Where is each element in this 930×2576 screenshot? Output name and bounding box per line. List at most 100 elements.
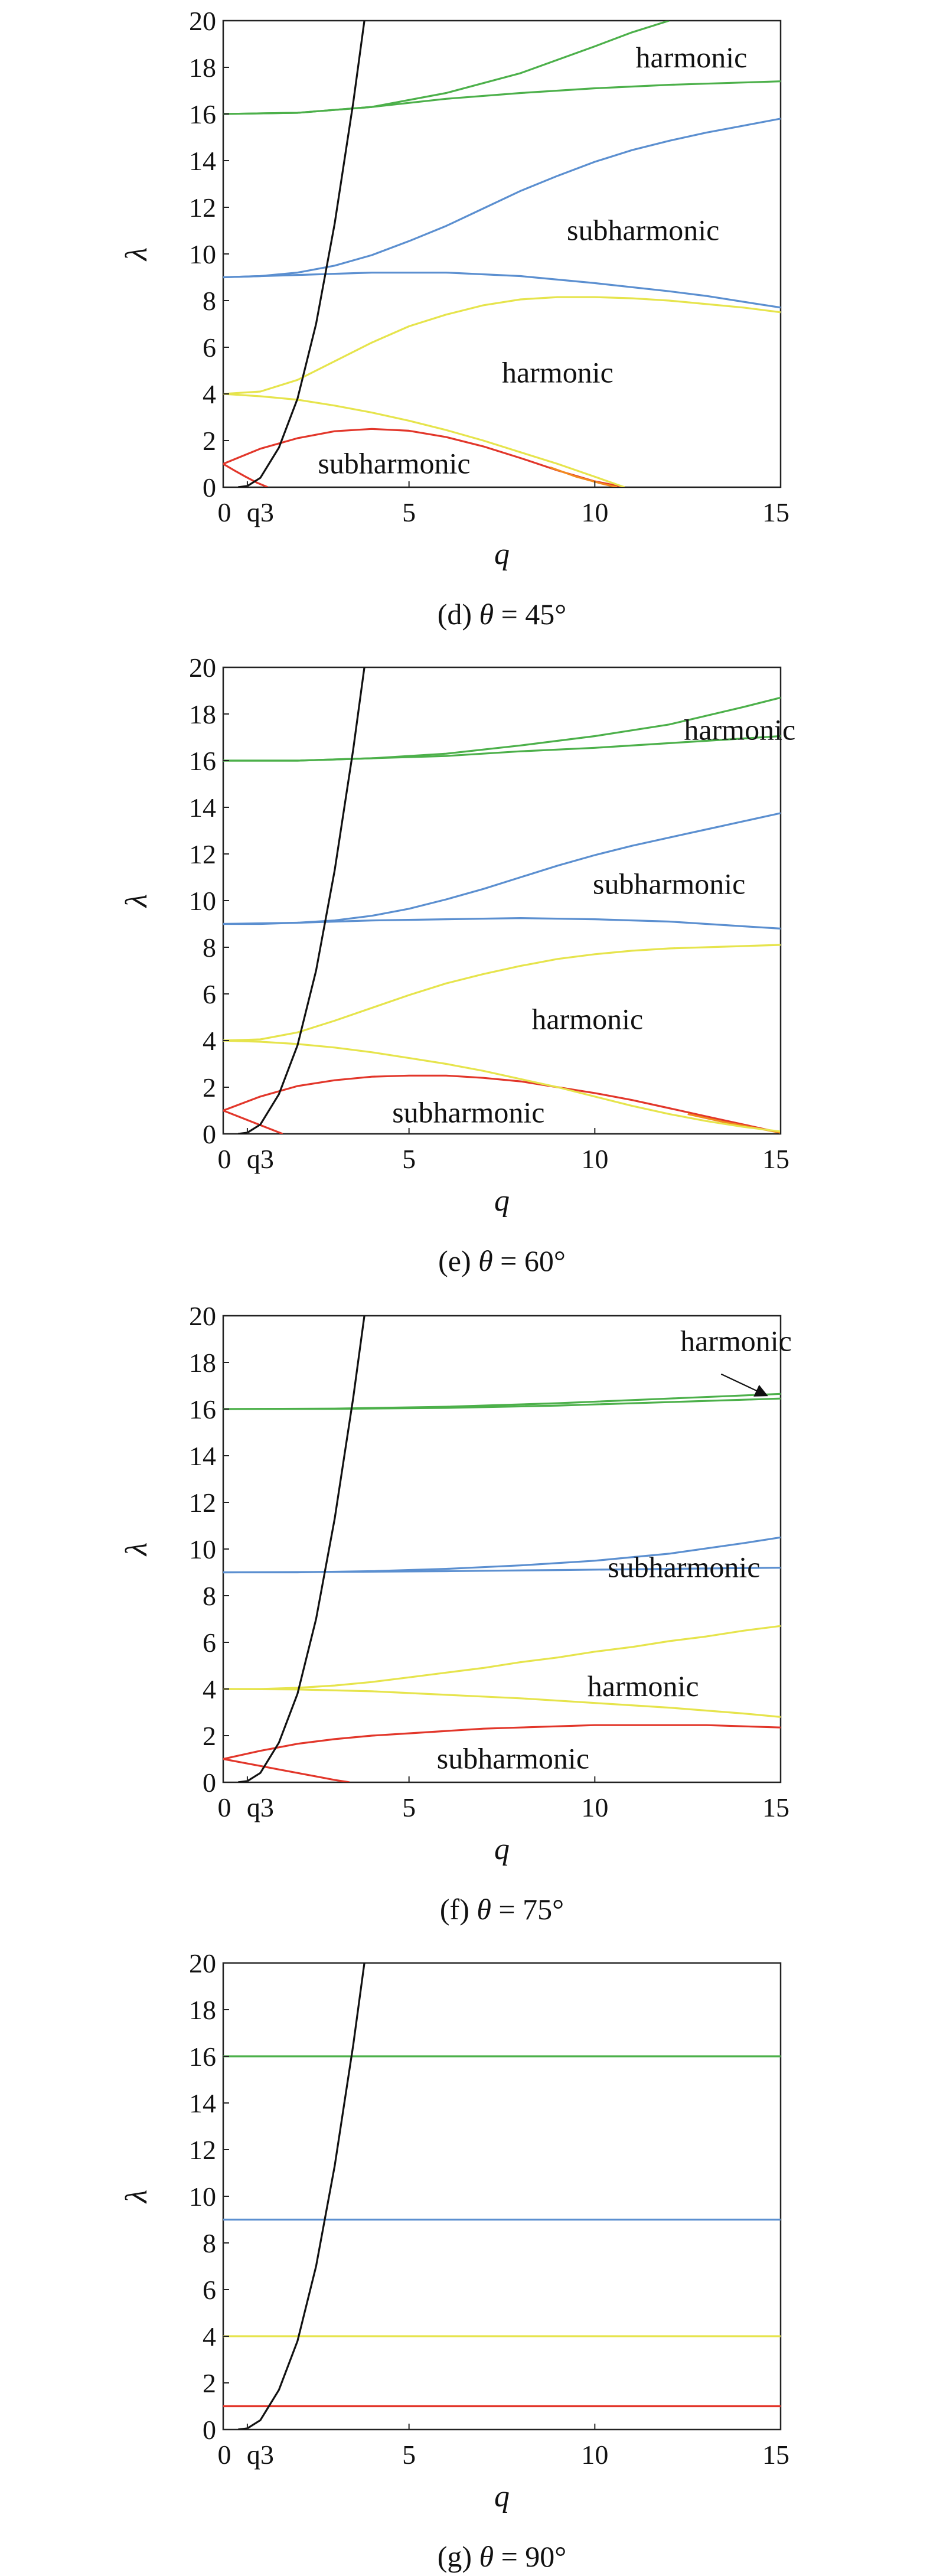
x-tick-label: 15 xyxy=(762,497,789,527)
x-axis-label: q xyxy=(494,2480,510,2513)
y-tick-label: 18 xyxy=(189,1995,216,2025)
y-tick-label: 12 xyxy=(189,193,216,223)
series-line-9 xyxy=(237,21,366,487)
y-tick-label: 14 xyxy=(189,146,216,176)
x-tick-label: 10 xyxy=(581,2440,608,2470)
caption-suffix: = 45° xyxy=(494,598,566,631)
y-tick-label: 8 xyxy=(203,2228,216,2258)
series-line-3 xyxy=(223,296,781,395)
series-line-3 xyxy=(223,1688,781,1718)
series-line-8 xyxy=(223,735,781,762)
y-axis-label: λ xyxy=(120,894,154,909)
caption-suffix: = 90° xyxy=(494,2540,566,2573)
y-tick-label: 10 xyxy=(189,2182,216,2212)
annotation-label: subharmonic xyxy=(318,447,470,480)
y-tick-label: 8 xyxy=(203,286,216,316)
x-tick-label: 10 xyxy=(581,497,608,527)
x-tick-label: 0 xyxy=(218,2440,231,2470)
y-tick-label: 12 xyxy=(189,2135,216,2165)
x-axis-label: q xyxy=(494,1832,510,1866)
y-tick-label: 18 xyxy=(189,53,216,83)
caption-symbol: θ xyxy=(479,598,494,631)
annotation-label: harmonic xyxy=(502,356,614,389)
y-tick-label: 14 xyxy=(189,793,216,823)
series-line-2 xyxy=(223,1625,781,1690)
y-tick-label: 20 xyxy=(189,6,216,36)
y-tick-label: 20 xyxy=(189,1948,216,1978)
y-tick-label: 12 xyxy=(189,839,216,869)
series-line-0 xyxy=(223,1724,781,1760)
panel-caption: (g) θ = 90° xyxy=(438,2540,567,2573)
series-line-7 xyxy=(223,21,670,115)
x-tick-label: 0 xyxy=(218,1144,231,1174)
y-tick-label: 2 xyxy=(203,1072,216,1103)
series-line-1 xyxy=(223,1757,350,1782)
y-tick-label: 4 xyxy=(203,379,216,409)
y-axis-label: λ xyxy=(120,247,154,262)
annotation-label: subharmonic xyxy=(567,214,719,247)
series-group xyxy=(223,1963,781,2430)
annotation-label: harmonic xyxy=(684,713,795,746)
chart-panel-2: 0 2 4 6 8 10 12 14 16 18 20 0 q3 5 10 15 q λ harmonic subha… xyxy=(120,1301,792,1926)
caption-symbol: θ xyxy=(477,1893,491,1926)
caption-suffix: = 60° xyxy=(493,1244,566,1277)
series-line-6 xyxy=(223,272,781,309)
x-tick-label: 15 xyxy=(762,1144,789,1174)
x-tick-label: 5 xyxy=(402,497,416,527)
panel-caption: (e) θ = 60° xyxy=(438,1244,566,1277)
caption-prefix: (d) xyxy=(438,598,479,631)
y-tick-label: 8 xyxy=(203,932,216,963)
annotation-label: harmonic xyxy=(680,1324,792,1357)
y-tick-label: 18 xyxy=(189,1348,216,1378)
x-tick-label: q3 xyxy=(247,1792,274,1822)
series-line-8 xyxy=(237,1316,366,1782)
caption-symbol: θ xyxy=(478,1244,493,1277)
y-tick-label: 6 xyxy=(203,1628,216,1658)
x-tick-label: q3 xyxy=(247,2440,274,2470)
series-line-4 xyxy=(223,1039,781,1133)
series-line-0 xyxy=(223,1074,781,1134)
x-tick-label: 0 xyxy=(218,497,231,527)
y-tick-label: 4 xyxy=(203,1026,216,1056)
y-tick-label: 16 xyxy=(189,1394,216,1424)
y-tick-label: 6 xyxy=(203,332,216,363)
y-tick-label: 16 xyxy=(189,746,216,776)
series-group xyxy=(223,667,781,1134)
annotation-label: harmonic xyxy=(588,1669,699,1703)
x-tick-label: 10 xyxy=(581,1792,608,1822)
series-line-4 xyxy=(237,1963,366,2430)
y-axis-label: λ xyxy=(120,2190,154,2205)
y-tick-label: 4 xyxy=(203,2321,216,2352)
y-tick-label: 0 xyxy=(203,2415,216,2445)
series-line-6 xyxy=(223,917,781,930)
y-tick-label: 10 xyxy=(189,239,216,269)
y-tick-label: 4 xyxy=(203,1674,216,1704)
y-tick-label: 14 xyxy=(189,1441,216,1471)
y-tick-label: 18 xyxy=(189,699,216,729)
series-line-7 xyxy=(223,1397,781,1410)
x-tick-label: 5 xyxy=(402,1792,416,1822)
series-line-5 xyxy=(223,118,781,279)
x-tick-label: 0 xyxy=(218,1792,231,1822)
series-line-3 xyxy=(223,944,781,1042)
y-tick-label: 8 xyxy=(203,1581,216,1611)
series-line-1 xyxy=(223,463,269,487)
annotation-arrow xyxy=(720,1373,768,1397)
y-tick-label: 16 xyxy=(189,99,216,129)
x-tick-label: 10 xyxy=(581,1144,608,1174)
x-tick-label: 15 xyxy=(762,1792,789,1822)
caption-prefix: (f) xyxy=(440,1893,477,1926)
y-tick-label: 2 xyxy=(203,426,216,456)
series-line-2 xyxy=(550,466,618,487)
caption-suffix: = 75° xyxy=(491,1893,564,1926)
chart-panel-3: 0 2 4 6 8 10 12 14 16 18 20 0 q3 5 10 15 q λ (g) θ = 90° xyxy=(120,1948,789,2573)
series-line-1 xyxy=(223,1110,283,1134)
y-tick-label: 2 xyxy=(203,2368,216,2398)
annotation-label: subharmonic xyxy=(593,867,745,900)
x-tick-label: 5 xyxy=(402,2440,416,2470)
caption-prefix: (g) xyxy=(438,2540,479,2573)
y-tick-label: 16 xyxy=(189,2042,216,2072)
x-tick-label: 15 xyxy=(762,2440,789,2470)
series-line-5 xyxy=(223,1567,781,1574)
annotation-label: subharmonic xyxy=(608,1551,760,1584)
